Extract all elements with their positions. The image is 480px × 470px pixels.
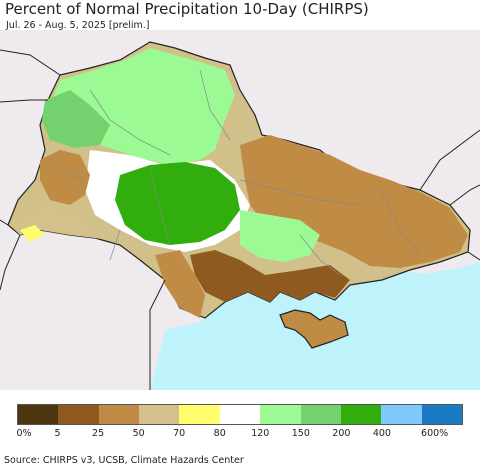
legend-swatch xyxy=(219,405,261,424)
dark-brown-zone-south xyxy=(190,250,350,302)
legend-color-bar xyxy=(17,404,463,425)
legend-swatch xyxy=(58,405,99,424)
legend-label: 80 xyxy=(213,428,226,439)
legend-label: 150 xyxy=(291,428,310,439)
light-zone-southwest xyxy=(10,205,120,242)
legend-swatch xyxy=(260,405,301,424)
legend-swatch xyxy=(139,405,180,424)
legend-label: 0% xyxy=(16,428,32,439)
precipitation-map xyxy=(0,30,480,390)
legend-swatch xyxy=(381,405,422,424)
crimea xyxy=(279,309,349,349)
legend-label: 70 xyxy=(173,428,186,439)
region-boundaries xyxy=(59,69,421,276)
legend-labels: 0% 5 25 50 70 80 120 150 200 400 600% xyxy=(0,428,480,442)
legend-label: 400 xyxy=(372,428,391,439)
legend-label: 120 xyxy=(251,428,270,439)
map-title: Percent of Normal Precipitation 10-Day (… xyxy=(5,0,369,18)
green-zone-west xyxy=(42,90,110,148)
map-subtitle: Jul. 26 - Aug. 5, 2025 [prelim.] xyxy=(6,20,150,31)
legend-swatch xyxy=(98,405,140,424)
source-credit: Source: CHIRPS v3, UCSB, Climate Hazards… xyxy=(4,455,244,466)
dark-green-zone xyxy=(115,162,240,245)
legend-label: 600% xyxy=(421,428,449,439)
light-green-zone-east xyxy=(240,210,320,262)
brown-zone-southwest xyxy=(155,250,205,318)
legend-swatch xyxy=(421,405,462,424)
yellow-spots xyxy=(20,225,45,242)
legend-label: 5 xyxy=(54,428,61,439)
brown-zone-west xyxy=(40,150,90,205)
legend-label: 50 xyxy=(132,428,145,439)
legend-swatch xyxy=(18,405,59,424)
legend-label: 25 xyxy=(92,428,105,439)
legend-label: 200 xyxy=(332,428,351,439)
neighbor-borders xyxy=(0,49,480,390)
legend-swatch xyxy=(300,405,341,424)
legend-swatch xyxy=(179,405,220,424)
legend-swatch xyxy=(340,405,382,424)
